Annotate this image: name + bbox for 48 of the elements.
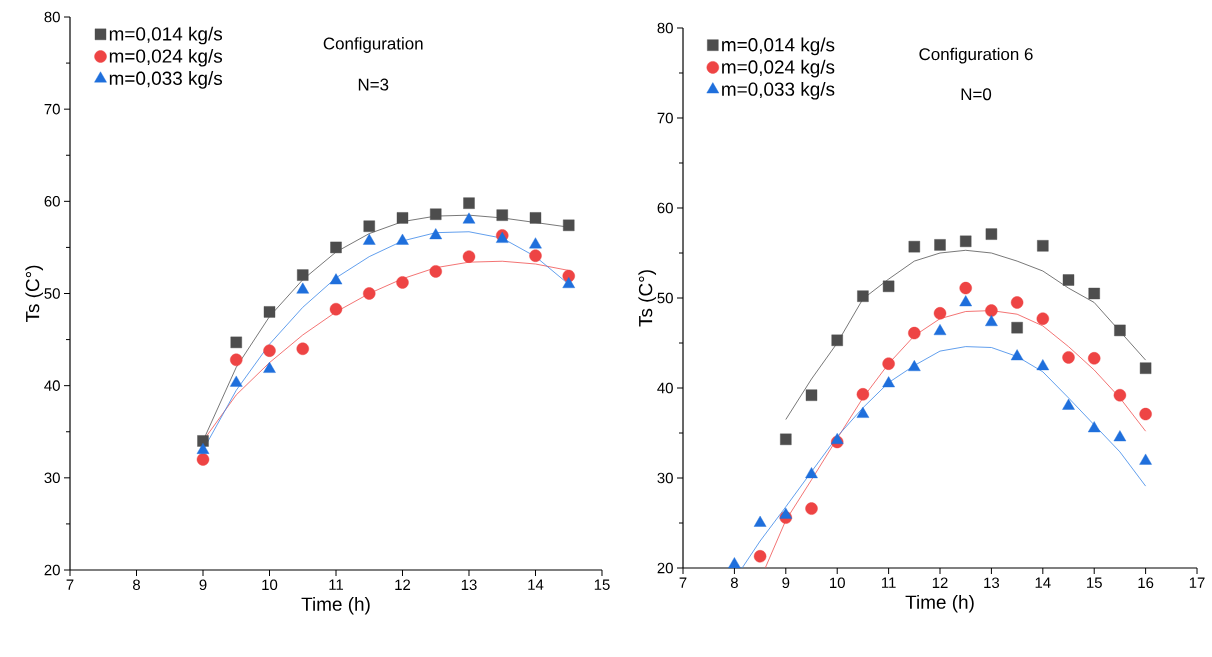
y-tick-label: 60 [44,196,60,207]
y-tick-label: 60 [657,202,673,214]
legend-label: m=0,033 kg/s [722,81,835,100]
x-tick-label: 17 [1189,577,1205,588]
annotation: N=0 [961,88,992,101]
x-tick-label: 9 [199,579,207,591]
x-axis-title: Time (h) [301,596,370,615]
y-tick-label: 50 [44,288,60,299]
y-tick-label: 40 [44,380,60,391]
x-tick-label: 15 [1087,577,1102,588]
x-tick-label: 7 [679,577,687,588]
x-tick-label: 10 [830,577,845,589]
x-tick-label: 10 [262,579,278,591]
x-tick-label: 13 [984,577,1000,589]
y-tick-label: 20 [657,562,673,574]
x-tick-label: 11 [329,579,344,590]
x-tick-label: 15 [594,579,610,590]
x-tick-label: 16 [1138,577,1154,589]
legend-label: m=0,014 kg/s [109,26,223,45]
y-tick-label: 80 [44,11,60,23]
legend-label: m=0,024 kg/s [722,59,835,78]
x-tick-label: 13 [461,579,477,591]
legend-label: m=0,033 kg/s [109,71,223,89]
y-tick-label: 30 [44,472,60,484]
annotation: Configuration 6 [919,47,1033,64]
y-tick-label: 40 [657,382,673,394]
annotation: N=3 [358,78,389,91]
x-tick-label: 7 [66,579,74,590]
x-tick-label: 8 [133,579,140,591]
y-tick-label: 50 [657,292,673,304]
y-axis-title: Ts (C°) [638,270,657,327]
x-tick-label: 14 [528,579,544,590]
x-tick-label: 12 [395,579,411,590]
y-tick-label: 80 [657,22,673,34]
y-tick-label: 70 [44,103,60,115]
legend-label: m=0,014 kg/s [722,37,835,56]
y-tick-label: 30 [657,472,673,484]
legend-label: m=0,024 kg/s [109,48,223,67]
x-tick-label: 9 [782,577,790,589]
annotation: Configuration [323,37,423,53]
x-tick-label: 8 [730,577,738,589]
x-tick-label: 12 [932,577,948,588]
x-tick-label: 14 [1035,577,1051,588]
y-axis-title: Ts (C°) [25,265,44,323]
y-tick-label: 20 [44,564,60,576]
y-tick-label: 70 [657,112,673,124]
x-axis-title: Time (h) [905,594,974,613]
x-tick-label: 11 [881,577,896,588]
